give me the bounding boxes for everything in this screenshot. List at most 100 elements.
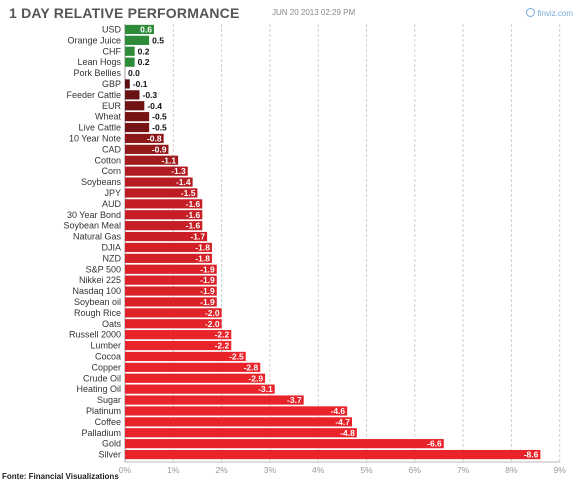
bar bbox=[125, 122, 150, 133]
category-label: Live Cattle bbox=[78, 123, 121, 133]
value-label: -2.8 bbox=[244, 362, 259, 372]
x-tick-label: 8% bbox=[505, 465, 518, 475]
x-tick-label: 4% bbox=[312, 465, 325, 475]
category-label: CAD bbox=[102, 144, 122, 154]
category-label: Lumber bbox=[90, 341, 121, 351]
bar bbox=[125, 231, 208, 242]
source-note: Fonte: Financial Visualizations bbox=[2, 472, 119, 481]
value-label: -8.6 bbox=[524, 450, 539, 460]
bar bbox=[125, 406, 348, 416]
bar bbox=[125, 362, 261, 372]
category-label: Cocoa bbox=[95, 351, 121, 361]
bar bbox=[125, 264, 217, 274]
category-label: Corn bbox=[101, 166, 121, 176]
x-tick-label: 0% bbox=[119, 465, 132, 475]
category-label: Coffee bbox=[95, 417, 121, 427]
value-label: -0.5 bbox=[152, 123, 167, 133]
bar bbox=[125, 177, 193, 187]
bar bbox=[125, 133, 164, 144]
x-tick-label: 3% bbox=[264, 465, 277, 475]
category-label: DJIA bbox=[101, 242, 121, 252]
bar bbox=[125, 373, 266, 383]
bar bbox=[125, 155, 179, 165]
category-label: Platinum bbox=[86, 406, 121, 416]
bar bbox=[125, 242, 212, 253]
value-label: -1.9 bbox=[200, 297, 215, 307]
value-label: -1.3 bbox=[171, 166, 186, 176]
value-label: -0.5 bbox=[152, 112, 167, 122]
category-label: Pork Bellies bbox=[73, 68, 121, 78]
bar bbox=[125, 308, 222, 318]
value-label: -1.8 bbox=[195, 242, 210, 252]
category-label: Soybean oil bbox=[74, 297, 121, 307]
category-label: EUR bbox=[102, 101, 122, 111]
value-label: 0.2 bbox=[138, 46, 150, 56]
bar bbox=[125, 351, 246, 362]
value-label: -4.7 bbox=[335, 417, 350, 427]
category-label: CHF bbox=[103, 46, 122, 56]
value-label: -2.2 bbox=[215, 330, 230, 340]
chart-title: 1 DAY RELATIVE PERFORMANCE bbox=[9, 5, 240, 21]
value-label: -0.1 bbox=[133, 79, 148, 89]
category-label: JPY bbox=[104, 188, 121, 198]
category-label: Feeder Cattle bbox=[66, 90, 121, 100]
value-label: 0.6 bbox=[140, 24, 152, 34]
category-label: Orange Juice bbox=[67, 35, 121, 45]
value-label: -1.7 bbox=[190, 232, 205, 242]
bar bbox=[125, 112, 150, 122]
value-label: -2.0 bbox=[205, 308, 220, 318]
bar bbox=[125, 221, 203, 231]
category-label: Oats bbox=[102, 319, 122, 329]
x-tick-label: 9% bbox=[554, 465, 567, 475]
x-tick-label: 2% bbox=[215, 465, 228, 475]
category-label: Copper bbox=[91, 362, 121, 372]
brand-label: finviz.com bbox=[537, 9, 573, 18]
category-label: NZD bbox=[103, 253, 122, 263]
bar bbox=[125, 24, 154, 35]
category-label: Soybean Meal bbox=[63, 221, 121, 231]
category-label: Palladium bbox=[81, 428, 121, 438]
value-label: 0.0 bbox=[128, 68, 140, 78]
bar bbox=[125, 449, 541, 460]
bar bbox=[125, 46, 135, 56]
category-label: Wheat bbox=[95, 112, 122, 122]
bar bbox=[125, 428, 357, 438]
value-label: -0.4 bbox=[147, 101, 162, 111]
bar bbox=[125, 384, 275, 394]
value-label: -4.8 bbox=[340, 428, 355, 438]
value-label: -1.9 bbox=[200, 286, 215, 296]
category-label: USD bbox=[102, 24, 122, 34]
category-label: Lean Hogs bbox=[77, 57, 121, 67]
brand-link[interactable]: finviz.com bbox=[526, 8, 573, 18]
x-tick-label: 6% bbox=[409, 465, 422, 475]
value-label: 0.5 bbox=[152, 35, 164, 45]
x-tick-label: 1% bbox=[167, 465, 180, 475]
bar bbox=[125, 210, 203, 220]
value-label: -1.6 bbox=[186, 199, 201, 209]
value-label: -1.6 bbox=[186, 210, 201, 220]
category-label: 30 Year Bond bbox=[67, 210, 121, 220]
value-label: -0.3 bbox=[142, 90, 157, 100]
category-label: Russell 2000 bbox=[69, 330, 121, 340]
value-label: -1.4 bbox=[176, 177, 191, 187]
bar bbox=[125, 275, 217, 285]
bar bbox=[125, 439, 444, 449]
chart-date: JUN 20 2013 02:29 PM bbox=[272, 8, 356, 17]
bar bbox=[125, 101, 145, 111]
category-label: Sugar bbox=[97, 395, 121, 405]
category-label: AUD bbox=[102, 199, 122, 209]
category-label: Gold bbox=[102, 439, 121, 449]
bar bbox=[125, 166, 188, 176]
bar bbox=[125, 340, 232, 351]
value-label: -1.6 bbox=[186, 221, 201, 231]
bar bbox=[125, 297, 217, 307]
category-label: Nasdaq 100 bbox=[72, 286, 121, 296]
bar bbox=[125, 286, 217, 296]
value-label: 0.2 bbox=[138, 57, 150, 67]
value-label: -1.5 bbox=[181, 188, 196, 198]
value-label: -6.6 bbox=[427, 439, 442, 449]
x-tick-label: 5% bbox=[360, 465, 373, 475]
category-label: GBP bbox=[102, 79, 121, 89]
value-label: -2.9 bbox=[248, 373, 263, 383]
